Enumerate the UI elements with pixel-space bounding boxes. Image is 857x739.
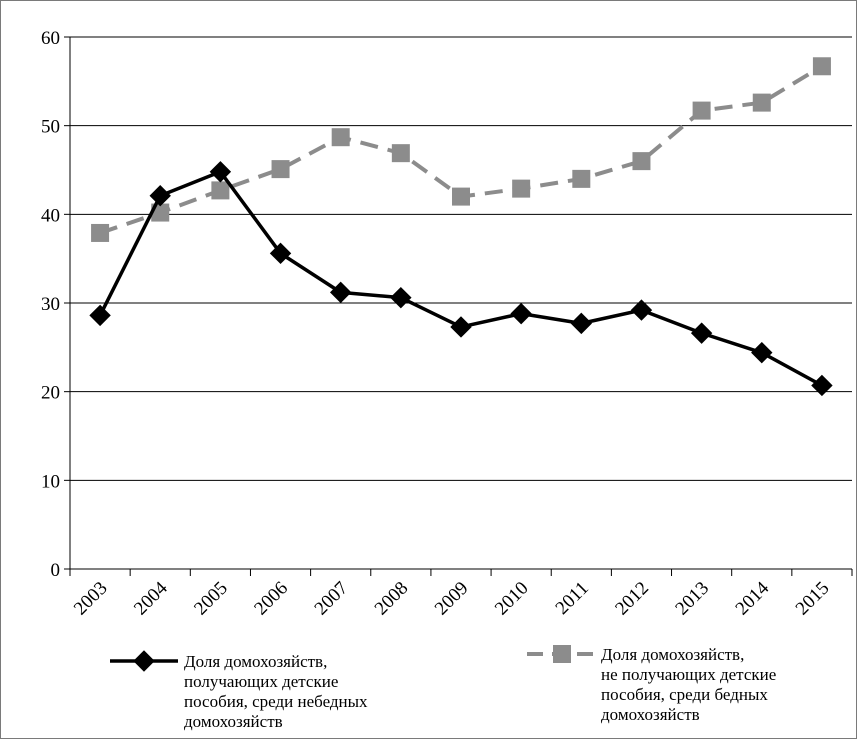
data-point-series-2 bbox=[512, 179, 531, 198]
x-tick-label: 2006 bbox=[250, 578, 292, 620]
x-tick-label: 2004 bbox=[130, 577, 172, 619]
legend-label-series-1: Доля домохозяйств, bbox=[184, 652, 327, 671]
data-point-series-1 bbox=[690, 322, 713, 344]
data-point-series-2 bbox=[752, 93, 771, 112]
data-point-series-1 bbox=[329, 281, 352, 304]
x-tick-label: 2011 bbox=[552, 578, 593, 619]
series-line-2 bbox=[99, 64, 823, 235]
data-point-series-1 bbox=[751, 341, 773, 364]
data-point-series-1 bbox=[209, 161, 232, 183]
data-point-series-1 bbox=[510, 302, 532, 325]
legend-swatch-marker-2 bbox=[553, 645, 571, 663]
y-tick-label: 60 bbox=[41, 28, 60, 49]
y-tick-label: 10 bbox=[41, 471, 60, 492]
data-point-series-2 bbox=[452, 187, 470, 206]
data-point-series-2 bbox=[211, 181, 230, 200]
data-point-series-2 bbox=[692, 101, 711, 120]
data-point-series-1 bbox=[149, 185, 171, 207]
data-point-series-2 bbox=[271, 160, 290, 179]
x-tick-label: 2003 bbox=[70, 578, 112, 620]
data-point-series-2 bbox=[572, 169, 591, 188]
x-tick-label: 2005 bbox=[190, 578, 232, 620]
legend-swatch-marker-1 bbox=[133, 650, 155, 672]
x-tick-label: 2013 bbox=[671, 578, 713, 620]
y-tick-label: 0 bbox=[51, 560, 61, 581]
x-tick-label: 2014 bbox=[732, 577, 774, 619]
data-point-series-1 bbox=[269, 242, 292, 265]
x-tick-label: 2012 bbox=[611, 578, 653, 620]
data-point-series-2 bbox=[331, 128, 350, 147]
y-tick-label: 20 bbox=[41, 383, 60, 404]
data-point-series-1 bbox=[450, 316, 472, 338]
legend-label-series-2: Доля домохозяйств, bbox=[601, 645, 744, 664]
legend-label-series-2: домохозяйств bbox=[601, 705, 700, 724]
y-tick-label: 30 bbox=[41, 294, 60, 315]
legend-label-series-1: пособия, среди небедных bbox=[184, 692, 368, 711]
x-tick-label: 2008 bbox=[371, 578, 413, 620]
data-point-series-2 bbox=[391, 144, 410, 163]
legend-label-series-2: пособия, среди бедных bbox=[601, 685, 768, 704]
y-tick-label: 40 bbox=[41, 205, 60, 226]
data-point-series-1 bbox=[811, 374, 833, 397]
data-point-series-2 bbox=[632, 152, 651, 171]
y-tick-label: 50 bbox=[41, 117, 60, 138]
legend-label-series-1: домохозяйств bbox=[184, 712, 283, 731]
data-point-series-1 bbox=[390, 286, 412, 309]
x-tick-label: 2007 bbox=[311, 578, 353, 620]
legend-label-series-1: получающих детские bbox=[184, 672, 338, 691]
x-tick-label: 2010 bbox=[491, 578, 533, 620]
x-tick-label: 2009 bbox=[431, 578, 473, 620]
data-point-series-2 bbox=[812, 57, 831, 76]
data-point-series-2 bbox=[91, 223, 110, 242]
data-point-series-1 bbox=[570, 312, 593, 335]
x-tick-label: 2015 bbox=[792, 578, 834, 620]
legend-label-series-2: не получающих детские bbox=[601, 665, 776, 684]
data-point-series-1 bbox=[89, 304, 111, 327]
data-point-series-1 bbox=[630, 299, 653, 321]
